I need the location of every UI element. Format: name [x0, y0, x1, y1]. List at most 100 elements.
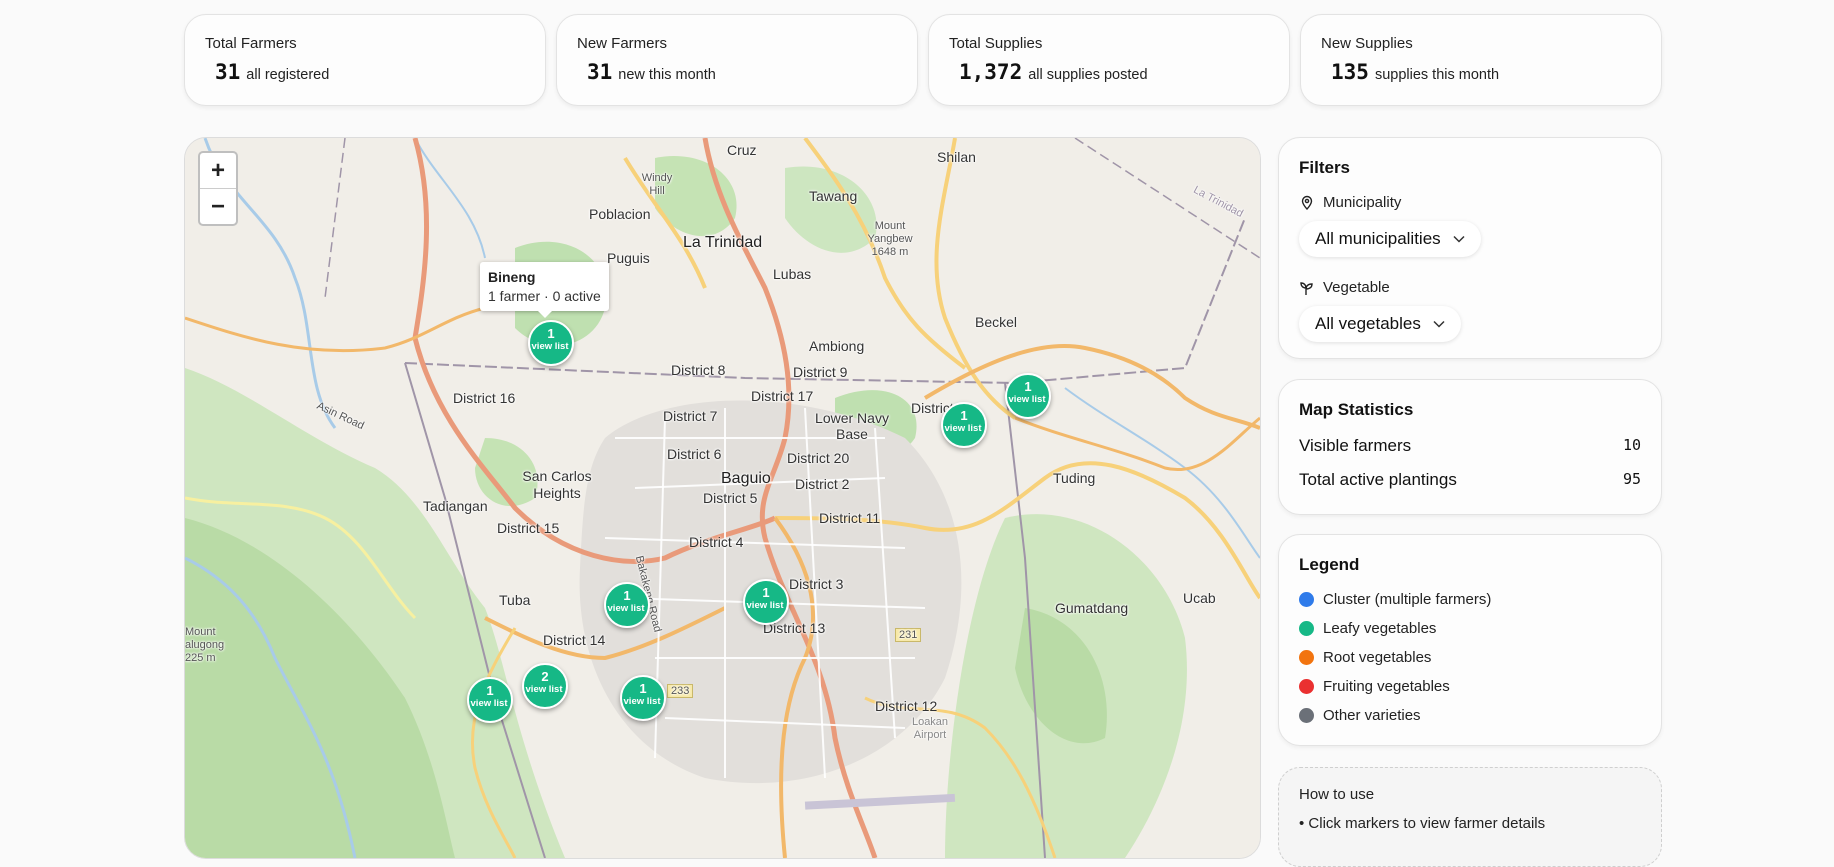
legend-item: Leafy vegetables — [1299, 620, 1641, 637]
legend-panel: Legend Cluster (multiple farmers) Leafy … — [1278, 534, 1662, 746]
map-label: Lower Navy Base — [815, 410, 889, 442]
map-label: La Trinidad — [683, 234, 763, 251]
zoom-in-button[interactable]: + — [200, 153, 236, 189]
stat-value: 135 — [1331, 60, 1369, 84]
map-label: Windy Hill — [641, 172, 673, 197]
farmer-marker[interactable]: 1 view list — [941, 402, 987, 448]
map-label: District 12 — [875, 698, 938, 714]
stat-subtitle: all supplies posted — [1028, 67, 1148, 83]
view-list-link[interactable]: view list — [1008, 394, 1046, 405]
map-label: Poblacion — [589, 206, 651, 222]
map-statistics-title: Map Statistics — [1299, 400, 1414, 419]
how-to-title: How to use — [1299, 786, 1375, 803]
map-label: District 5 — [703, 490, 758, 506]
how-to-line: • Click markers to view farmer details — [1299, 815, 1546, 832]
map-label: District 16 — [453, 390, 516, 406]
map-label: Gumatdang — [1055, 600, 1129, 616]
zoom-control: + − — [198, 151, 238, 226]
vegetable-select[interactable]: All vegetables — [1299, 306, 1461, 342]
stat-card-total-supplies: Total Supplies 1,372 all supplies posted — [928, 14, 1290, 106]
view-list-link[interactable]: view list — [470, 698, 508, 709]
map-label: Tadiangan — [423, 498, 488, 514]
stat-value: 1,372 — [959, 60, 1023, 84]
map-label: District 17 — [751, 388, 814, 404]
map-label: Baguio — [721, 470, 771, 487]
view-list-link[interactable]: view list — [531, 341, 569, 352]
stat-subtitle: supplies this month — [1374, 67, 1500, 83]
map-label: Ucab — [1183, 590, 1216, 606]
view-list-link[interactable]: view list — [607, 603, 645, 614]
farmer-marker[interactable]: 1 view list — [1005, 373, 1051, 419]
map-label: District 20 — [787, 450, 850, 466]
stat-title: Total Supplies — [949, 35, 1043, 52]
stat-title: New Supplies — [1321, 35, 1413, 52]
stat-card-new-supplies: New Supplies 135 supplies this month — [1300, 14, 1662, 106]
legend-dot — [1299, 708, 1314, 723]
map-label: Puguis — [607, 250, 650, 266]
farmer-marker[interactable]: 1 view list — [620, 675, 666, 721]
map-label: Beckel — [975, 314, 1018, 330]
total-active-row: Total active plantings 95 — [1299, 470, 1641, 489]
map-label: District 4 — [689, 534, 744, 550]
chevron-down-icon — [1433, 320, 1445, 328]
municipality-select[interactable]: All municipalities — [1299, 221, 1481, 257]
map-label: Lubas — [773, 266, 812, 282]
stat-value: 31 — [215, 60, 241, 84]
legend-item: Fruiting vegetables — [1299, 678, 1641, 695]
stat-card-new-farmers: New Farmers 31 new this month — [556, 14, 918, 106]
legend-item: Root vegetables — [1299, 649, 1641, 666]
filters-panel: Filters Municipality All municipalities … — [1278, 137, 1662, 359]
farmer-marker[interactable]: 1 view list — [743, 579, 789, 625]
map-label: District 6 — [667, 446, 722, 462]
farmer-marker[interactable]: 1 view list — [604, 582, 650, 628]
vegetable-label: Vegetable — [1299, 279, 1641, 296]
sprout-icon — [1300, 281, 1313, 295]
stat-title: New Farmers — [577, 35, 668, 52]
chevron-down-icon — [1453, 235, 1465, 243]
view-list-link[interactable]: view list — [746, 600, 784, 611]
legend-title: Legend — [1299, 555, 1360, 574]
legend-dot — [1299, 679, 1314, 694]
map-label: Shilan — [937, 149, 976, 165]
view-list-link[interactable]: view list — [944, 423, 982, 434]
view-list-link[interactable]: view list — [623, 696, 661, 707]
map-label: San Carlos Heights — [522, 468, 592, 501]
farmer-marker[interactable]: 1 view list — [528, 320, 574, 366]
stat-card-total-farmers: Total Farmers 31 all registered — [184, 14, 546, 106]
farmer-marker[interactable]: 1 view list — [467, 677, 513, 723]
map-label: Loakan Airport — [911, 716, 949, 741]
map-label: Tawang — [809, 188, 858, 204]
map-label: District 7 — [663, 408, 718, 424]
visible-farmers-row: Visible farmers 10 — [1299, 436, 1641, 455]
legend-dot — [1299, 621, 1314, 636]
map-label: Tuding — [1053, 470, 1096, 486]
map-label: Mount alugong 225 m — [185, 626, 225, 664]
map-label: District 8 — [671, 362, 726, 378]
how-to-use-panel: How to use • Click markers to view farme… — [1278, 767, 1662, 867]
map-label: District 15 — [497, 520, 560, 536]
farmer-map[interactable]: Cruz Shilan Windy Hill Poblacion Tawang … — [184, 137, 1261, 859]
zoom-out-button[interactable]: − — [210, 193, 225, 220]
map-pin-icon — [1301, 195, 1313, 210]
map-label: District 3 — [789, 576, 844, 592]
map-label: District 13 — [763, 620, 826, 636]
tooltip-text: 1 farmer · 0 active — [488, 288, 601, 304]
map-label: Mount Yangbew 1648 m — [867, 220, 913, 258]
view-list-link[interactable]: view list — [525, 684, 563, 695]
stat-subtitle: new this month — [618, 67, 716, 83]
stat-title: Total Farmers — [205, 35, 297, 52]
legend-dot — [1299, 592, 1314, 607]
map-label: Ambiong — [809, 338, 865, 354]
tooltip-title: Bineng — [488, 269, 536, 285]
legend-dot — [1299, 650, 1314, 665]
legend-item: Cluster (multiple farmers) — [1299, 591, 1641, 608]
map-label: District 14 — [543, 632, 606, 648]
marker-tooltip: Bineng 1 farmer · 0 active — [480, 262, 609, 318]
map-label: Cruz — [727, 142, 757, 158]
stat-value: 31 — [587, 60, 613, 84]
map-label: District 9 — [793, 364, 848, 380]
map-label: District 11 — [819, 510, 881, 526]
farmer-marker[interactable]: 2 view list — [522, 663, 568, 709]
map-label: District 2 — [795, 476, 850, 492]
filters-title: Filters — [1299, 158, 1351, 177]
